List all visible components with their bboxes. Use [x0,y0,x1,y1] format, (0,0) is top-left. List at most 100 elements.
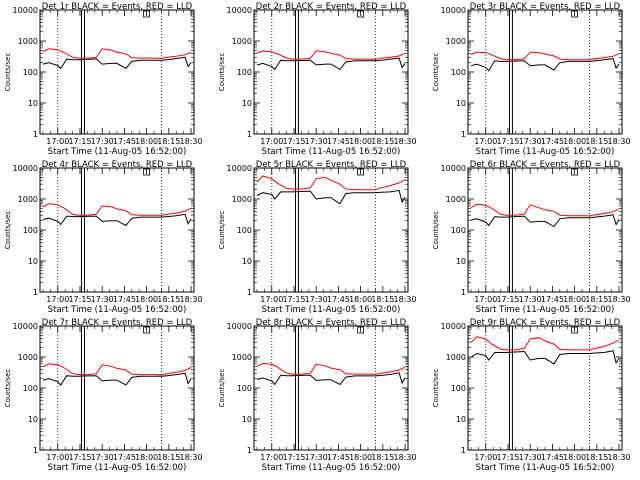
y-tick-label: 10000 [227,322,252,331]
panel-det-4: Det 4r BLACK = Events, RED = LLD Counts/s… [4,160,203,315]
plot-frame [467,167,623,293]
y-tick-label: 10000 [441,164,466,173]
y-tick-label: 10 [28,257,38,266]
x-tick-label: 17:30 [305,295,328,304]
x-tick-label: 17:00 [46,295,69,304]
y-tick-label: 10000 [13,6,38,15]
series-lld-red [42,48,192,59]
x-tick-label: 17:15 [68,453,91,462]
x-tick-label: 17:00 [46,137,69,146]
x-axis-label: Start Time (11-Aug-05 16:52:00) [262,305,401,315]
y-tick-label: 10000 [441,322,466,331]
series-lld-red [42,203,192,216]
plot-frame [253,325,409,451]
x-tick-label: 17:45 [541,295,564,304]
x-axis-label: Start Time (11-Aug-05 16:52:00) [48,463,187,473]
x-axis-label: Start Time (11-Aug-05 16:52:00) [48,147,187,157]
y-axis-label: Counts/sec [432,369,440,408]
y-tick-label: 1 [33,130,38,139]
y-axis-label: Counts/sec [432,211,440,250]
x-tick-label: 18:30 [394,137,417,146]
x-tick-label: 17:00 [474,295,497,304]
y-tick-label: 1 [461,130,466,139]
x-axis-label: Start Time (11-Aug-05 16:52:00) [48,305,187,315]
x-tick-label: 17:15 [282,453,305,462]
x-tick-label: 17:30 [305,137,328,146]
x-tick-label: 17:45 [327,453,350,462]
x-tick-label: 17:45 [541,453,564,462]
y-tick-label: 10000 [227,164,252,173]
x-axis-label: Start Time (11-Aug-05 16:52:00) [262,463,401,473]
x-tick-label: 17:30 [91,453,114,462]
panel-title: Det 2r BLACK = Events, RED = LLD [256,2,407,12]
flag-marker [571,168,579,176]
x-tick-label: 17:00 [260,137,283,146]
y-axis-label: Counts/sec [432,53,440,92]
panel-det-3: Det 3r BLACK = Events, RED = LLD Counts/s… [432,2,631,157]
panel-det-2: Det 2r BLACK = Events, RED = LLD Counts/s… [218,2,417,157]
x-tick-label: 18:30 [394,295,417,304]
y-tick-label: 100 [237,68,252,77]
x-tick-label: 17:45 [327,295,350,304]
y-tick-label: 10 [456,415,466,424]
y-tick-label: 1 [247,288,252,297]
series-events-black [42,213,192,227]
y-tick-label: 10000 [13,322,38,331]
y-tick-label: 1000 [446,195,466,204]
series-events-black [256,57,406,71]
flag-marker [571,326,579,334]
x-tick-label: 17:30 [519,295,542,304]
x-tick-label: 18:00 [135,295,158,304]
y-tick-label: 10 [28,415,38,424]
y-tick-label: 1000 [232,353,252,362]
x-tick-label: 18:15 [157,295,180,304]
series-events-black [470,350,620,365]
flag-marker [571,10,579,18]
x-tick-label: 17:45 [113,137,136,146]
series-lld-red [470,336,620,351]
series-lld-red [256,50,406,60]
y-tick-label: 10 [242,99,252,108]
x-tick-label: 17:45 [113,295,136,304]
y-tick-label: 1000 [446,37,466,46]
y-tick-label: 100 [23,226,38,235]
y-tick-label: 100 [237,226,252,235]
x-tick-label: 17:15 [496,137,519,146]
panel-title: Det 7r BLACK = Events, RED = LLD [42,318,193,328]
y-tick-label: 10 [28,99,38,108]
series-lld-red [470,203,620,217]
panel-det-8: Det 8r BLACK = Events, RED = LLD Counts/s… [218,318,417,473]
series-events-black [42,372,192,386]
panel-det-1: Det 1r BLACK = Events, RED = LLD Counts/s… [4,2,203,157]
x-tick-label: 18:00 [349,453,372,462]
y-tick-label: 1 [247,446,252,455]
x-tick-label: 18:15 [371,453,394,462]
x-tick-label: 18:15 [157,453,180,462]
series-lld-red [256,362,406,375]
flag-marker [357,10,365,18]
y-tick-label: 100 [451,68,466,77]
y-tick-label: 1000 [446,353,466,362]
y-axis-label: Counts/sec [218,53,226,92]
x-tick-label: 17:15 [282,137,305,146]
y-tick-label: 10000 [441,6,466,15]
plot-frame [39,9,195,135]
y-tick-label: 1 [461,446,466,455]
series-lld-red [470,51,620,61]
x-axis-label: Start Time (11-Aug-05 16:52:00) [262,147,401,157]
x-tick-label: 18:00 [349,137,372,146]
x-tick-label: 17:30 [305,453,328,462]
x-tick-label: 18:15 [157,137,180,146]
x-tick-label: 18:30 [608,295,631,304]
x-tick-label: 18:30 [180,295,203,304]
x-tick-label: 18:30 [608,453,631,462]
y-tick-label: 1000 [18,353,38,362]
x-tick-label: 17:15 [68,137,91,146]
x-tick-label: 17:30 [519,453,542,462]
y-tick-label: 1 [33,288,38,297]
series-events-black [470,58,620,72]
plot-frame [39,325,195,451]
panel-title: Det 5r BLACK = Events, RED = LLD [256,160,407,170]
panel-title: Det 3r BLACK = Events, RED = LLD [470,2,621,12]
flag-marker [143,168,151,176]
